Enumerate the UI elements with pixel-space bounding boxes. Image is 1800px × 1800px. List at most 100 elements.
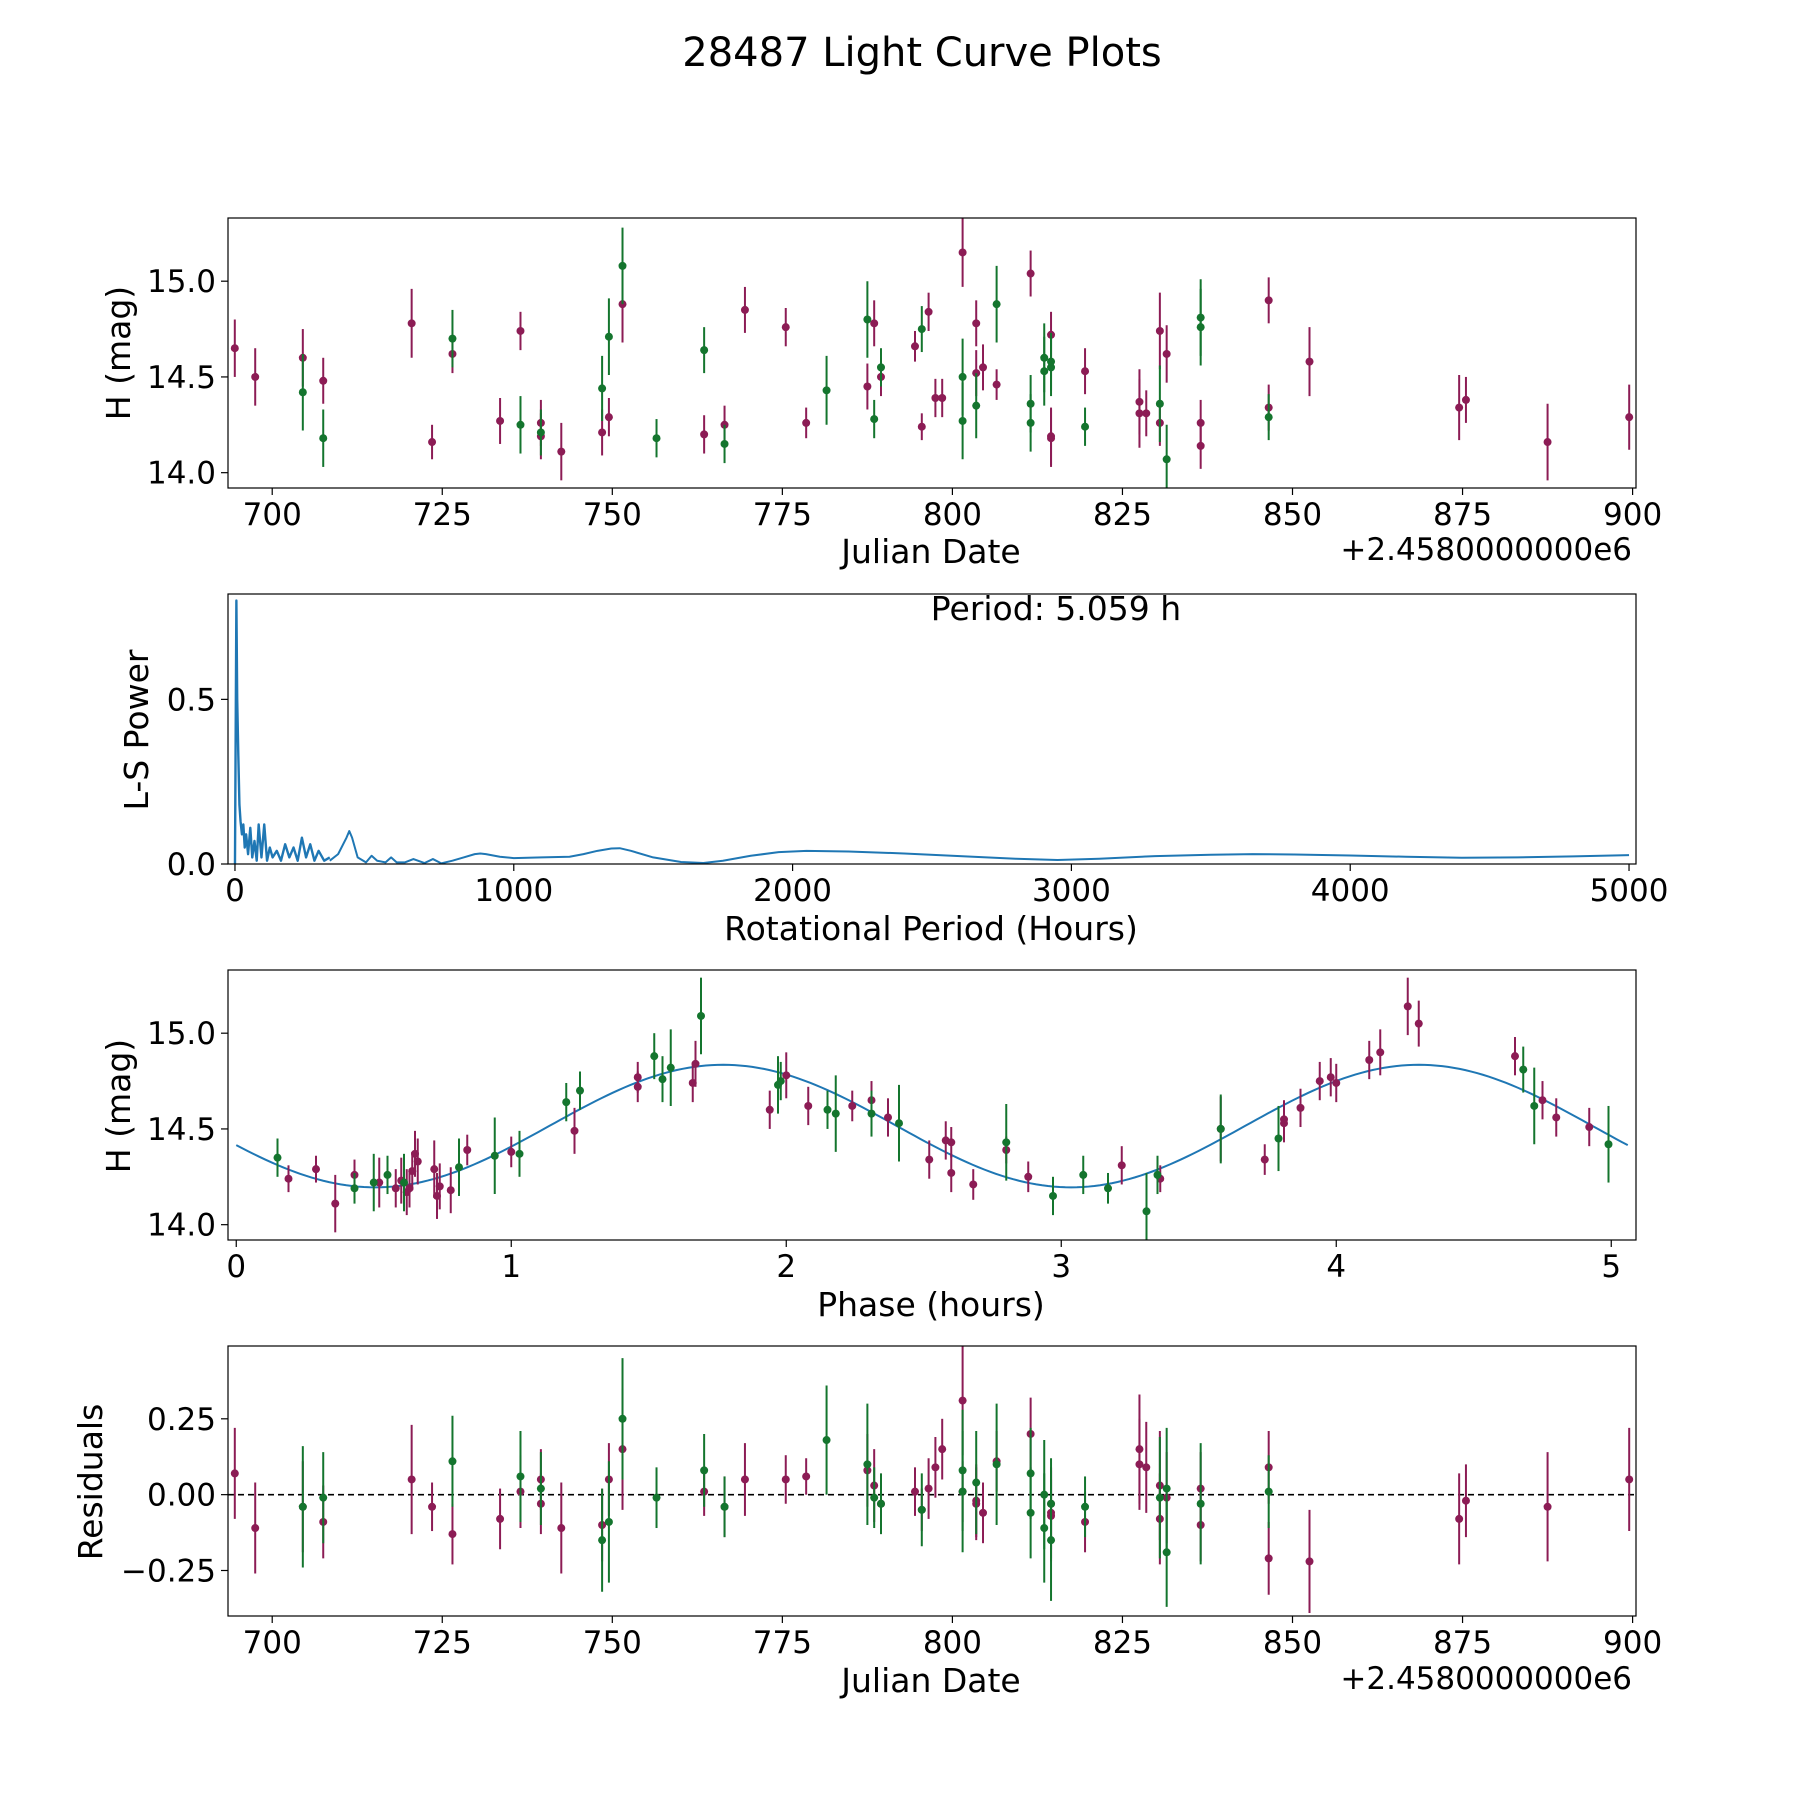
band_b-point — [992, 300, 1001, 309]
band_a-point — [1305, 1557, 1314, 1566]
band_b-point — [618, 261, 627, 270]
x-tick-label: 825 — [1093, 497, 1152, 533]
band_b-point — [831, 1109, 840, 1118]
band_b-point — [618, 1414, 627, 1423]
y-tick-label: 15.0 — [147, 264, 216, 300]
x-tick-label: 4 — [1326, 1249, 1346, 1285]
y-tick-label: 0.00 — [147, 1478, 216, 1514]
band_a-point — [251, 372, 260, 381]
band_b-point — [1519, 1065, 1528, 1074]
band_a-point — [938, 394, 947, 402]
band_b-point — [1155, 399, 1164, 408]
band_a-point — [1511, 1052, 1519, 1061]
band_b-point — [448, 334, 457, 343]
axes-frame — [227, 217, 1637, 489]
band_a-point — [1455, 1514, 1464, 1523]
band_b-point — [598, 1536, 607, 1545]
band_b-point — [1274, 1134, 1283, 1143]
band_b-point — [455, 1163, 463, 1172]
band_a-point — [496, 1514, 505, 1523]
band_a-point — [319, 376, 328, 385]
phased-curve-panel: 0 1 2 3 4 5 14.0 14.5 15.0 Phase (hours) H (mag) — [99, 969, 1637, 1324]
band_a-point — [570, 1126, 579, 1135]
band_a-point — [1455, 403, 1464, 412]
x-tick-label: 875 — [1433, 1625, 1492, 1661]
band_b-point — [1079, 1170, 1088, 1179]
x-tick-label: 0 — [225, 873, 245, 909]
band_a-point — [924, 1484, 933, 1493]
band_b-point — [863, 1460, 872, 1469]
band_a-point — [870, 319, 879, 328]
band_b-point — [516, 1472, 525, 1481]
light-curve-plot-area: 700 725 750 775 800 825 850 875 900 14.0 14.5 15.0 — [147, 217, 1662, 533]
band_b-point — [273, 1153, 282, 1162]
residuals-x-axis-label: Julian Date — [839, 1661, 1021, 1700]
residuals-plot-area: 700 725 750 775 800 825 850 875 900 −0.25 0.00 0.25 — [121, 1345, 1662, 1661]
band_a-point — [633, 1082, 642, 1091]
band_b-point — [598, 384, 607, 393]
band_a-point — [848, 1101, 857, 1110]
band_a-point — [1155, 326, 1164, 335]
x-tick-label: 725 — [413, 497, 472, 533]
x-tick-label: 1 — [501, 1249, 521, 1285]
band_b-point — [1264, 413, 1273, 422]
data-layer — [233, 599, 1630, 864]
band_a-point — [230, 1469, 239, 1478]
band_a-point — [516, 326, 525, 335]
band_a-point — [413, 1157, 422, 1166]
axes-frame — [227, 1345, 1637, 1617]
y-tick-label: 0.5 — [167, 682, 216, 718]
band_a-point — [740, 305, 749, 314]
y-tick-label: −0.25 — [121, 1553, 216, 1589]
band_a-point — [557, 1524, 566, 1533]
band_b-point — [1026, 1508, 1035, 1517]
band_b-point — [1049, 1191, 1057, 1200]
band_a-point — [1117, 1161, 1126, 1170]
x-tick-label: 875 — [1433, 497, 1492, 533]
band_a-point — [407, 319, 416, 328]
band_b-point — [1026, 418, 1035, 427]
x-tick-label: 700 — [243, 497, 302, 533]
residuals-y-axis-label: Residuals — [71, 1404, 110, 1561]
band_a-point — [958, 248, 967, 257]
data-layer — [230, 218, 1634, 488]
x-tick-label: 850 — [1263, 497, 1322, 533]
band_a-point — [448, 1530, 457, 1539]
axes-frame — [227, 969, 1637, 1241]
band_b-point — [1216, 1124, 1225, 1133]
band_b-point — [1162, 1484, 1171, 1493]
x-tick-label: 775 — [753, 497, 812, 533]
band_b-point — [1162, 1548, 1171, 1557]
axes-frame — [227, 593, 1637, 865]
band_b-point — [863, 315, 872, 324]
band_a-point — [1260, 1155, 1269, 1164]
band_b-point — [1264, 1487, 1273, 1496]
band_a-point — [1135, 1460, 1144, 1469]
period-annotation: Period: 5.059 h — [931, 589, 1181, 628]
band_a-point — [958, 1396, 967, 1405]
band_b-point — [1104, 1184, 1112, 1193]
band_b-point — [1142, 1207, 1151, 1216]
band_b-point — [658, 1075, 667, 1084]
band_b-point — [958, 416, 967, 425]
x-tick-label: 3000 — [1032, 873, 1111, 909]
x-tick-label: 3 — [1051, 1249, 1071, 1285]
band_b-point — [576, 1086, 584, 1095]
band_b-point — [1162, 455, 1171, 464]
band_b-point — [319, 1493, 328, 1502]
y-tick-label: 0.0 — [167, 847, 216, 883]
band_b-point — [562, 1098, 571, 1107]
x-tick-label: 900 — [1603, 497, 1662, 533]
band_b-point — [1153, 1170, 1162, 1179]
band_b-point — [536, 428, 545, 437]
band_a-point — [230, 344, 239, 353]
band_a-point — [1024, 1172, 1033, 1181]
band_b-point — [652, 1493, 661, 1502]
band_a-point — [992, 380, 1001, 389]
band_b-point — [870, 415, 879, 424]
band_a-point — [947, 1168, 956, 1177]
band_b-point — [536, 1484, 545, 1493]
periodogram-y-axis-label: L-S Power — [117, 649, 156, 810]
x-tick-label: 1000 — [474, 873, 553, 909]
band_b-point — [516, 420, 525, 429]
